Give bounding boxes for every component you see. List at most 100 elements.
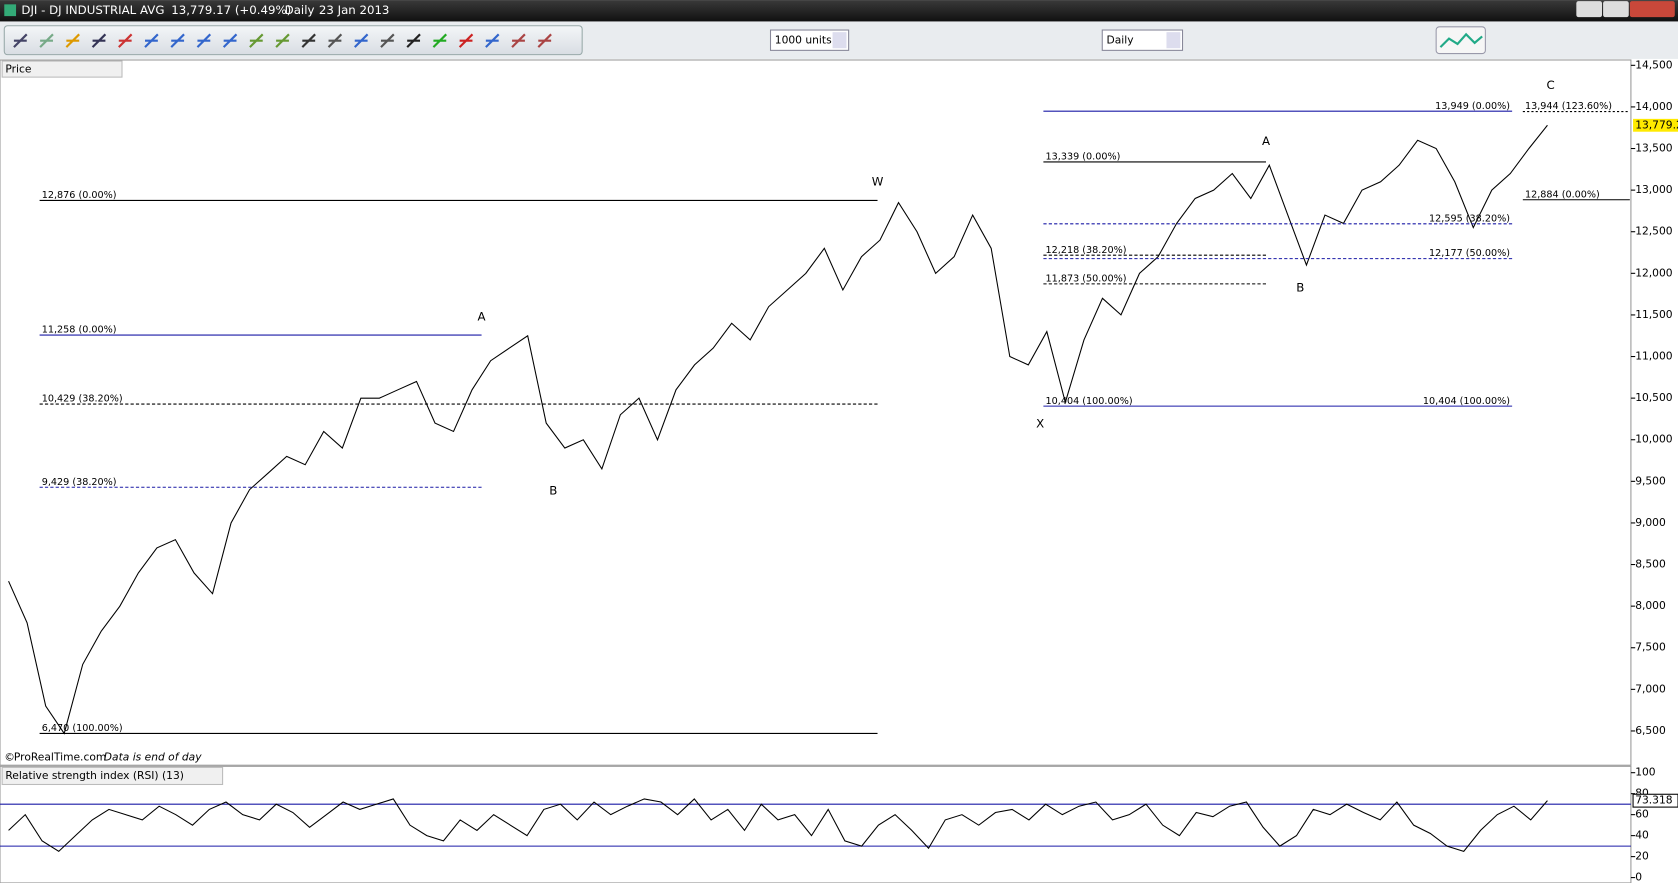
fib-label: 13,944 (123.60%)	[1525, 101, 1612, 112]
fib-label: 11,258 (0.00%)	[42, 325, 117, 336]
y-tick-label: 0	[1635, 871, 1642, 883]
fib-label: 11,873 (50.00%)	[1046, 274, 1127, 285]
tool-glyph	[222, 33, 238, 48]
panel-title: Price	[5, 63, 31, 76]
window-quote: 13,779.17 (+0.49%)	[171, 3, 291, 17]
y-tick-label: 8,500	[1635, 558, 1666, 571]
fib-label: 12,884 (0.00%)	[1525, 189, 1600, 200]
y-tick-label: 7,500	[1635, 641, 1666, 654]
dropdown-arrow[interactable]	[1166, 32, 1181, 49]
units-dropdown[interactable]	[769, 29, 850, 51]
window-controls	[1576, 1, 1675, 18]
wave-label: C	[1547, 78, 1555, 92]
interval-value: Daily	[1107, 34, 1134, 47]
tool-glyph	[13, 33, 28, 48]
rsi-panel	[0, 765, 1632, 883]
panel-header	[1, 766, 224, 786]
y-tick-label: 14,500	[1635, 58, 1673, 71]
interval-dropdown[interactable]	[1101, 29, 1184, 51]
tool-glyph	[511, 33, 526, 48]
y-tick-label: 14,000	[1635, 100, 1673, 113]
y-tick-label: 11,000	[1635, 350, 1673, 363]
y-tick-label: 10,500	[1635, 391, 1673, 404]
wave-label: A	[478, 309, 486, 323]
tool-glyph	[353, 33, 369, 48]
panel-header	[1, 60, 123, 78]
tool-glyph	[275, 33, 290, 48]
tool-glyph	[485, 33, 500, 48]
tool-glyph	[301, 33, 316, 48]
tool-glyph	[118, 33, 133, 48]
fib-label: 12,218 (38.20%)	[1046, 245, 1127, 256]
wave-label: B	[1296, 280, 1304, 294]
price-line	[8, 798, 1548, 853]
y-tick-label: 12,500	[1635, 225, 1673, 238]
fib-label: 12,876 (0.00%)	[42, 190, 117, 201]
fib-label: 13,339 (0.00%)	[1046, 152, 1121, 163]
y-tick-label: 11,500	[1635, 308, 1673, 321]
toolbar-icons	[13, 33, 552, 48]
window-period: Daily	[285, 3, 315, 17]
tool-glyph	[432, 33, 448, 48]
tool-glyph	[170, 33, 185, 48]
wave-label: A	[1262, 134, 1270, 148]
fib-label: 12,177 (50.00%)	[1429, 248, 1510, 259]
source: ProRealTime.com	[14, 751, 106, 764]
last-value-tag	[1632, 793, 1678, 808]
close-button[interactable]	[1629, 1, 1675, 18]
y-tick-label: 8,000	[1635, 599, 1666, 612]
tool-glyph	[380, 33, 395, 48]
fib-label: 10,404 (100.00%)	[1423, 396, 1510, 407]
y-tick-label: 13,500	[1635, 142, 1673, 155]
fib-label: 12,595 (38.20%)	[1429, 213, 1510, 224]
tool-glyph	[249, 33, 264, 48]
window-title: DJI - DJ INDUSTRIAL AVG	[21, 3, 164, 17]
minimize-button[interactable]	[1576, 1, 1603, 18]
y-tick-label: 20	[1635, 850, 1649, 863]
tool-glyph	[196, 33, 212, 48]
copyright-symbol: ©	[4, 751, 15, 764]
plots: 6,500 7,000 7,500 8,000 8,500 9,000 9,500 10,00…	[0, 58, 1678, 883]
toolbar	[3, 25, 583, 56]
wave-label: B	[549, 484, 557, 498]
units-value: 1000 units	[775, 34, 832, 47]
source-note: Data is end of day	[104, 751, 202, 764]
tool-glyph	[537, 33, 552, 48]
price-panel	[0, 59, 1632, 766]
y-tick-label: 13,000	[1635, 183, 1673, 196]
tool-glyph	[406, 33, 421, 48]
restore-button[interactable]	[1603, 1, 1629, 18]
tool-glyph	[91, 33, 107, 48]
y-tick-label: 9,500	[1635, 474, 1666, 487]
fib-label: 10,429 (38.20%)	[42, 394, 123, 405]
wave-label: W	[872, 174, 884, 188]
dropdown-arrow[interactable]	[832, 32, 847, 49]
last-value-label: 73.318	[1635, 794, 1673, 807]
tool-glyph	[458, 33, 474, 48]
tool-glyph	[144, 33, 159, 48]
y-tick-label: 10,000	[1635, 433, 1673, 446]
tool-glyph	[39, 33, 54, 48]
fib-label: 13,949 (0.00%)	[1435, 101, 1510, 112]
y-tick-label: 40	[1635, 829, 1649, 842]
y-tick-label: 7,000	[1635, 682, 1666, 695]
tool-glyph	[327, 33, 343, 48]
title-bar	[0, 0, 1678, 22]
panel-title: Relative strength index (RSI) (13)	[5, 769, 184, 782]
fib-label: 6,470 (100.00%)	[42, 723, 123, 734]
y-tick-label: 60	[1635, 808, 1649, 821]
wave-label: X	[1036, 416, 1044, 430]
last-value-label: 13,779.2	[1635, 118, 1678, 131]
y-tick-label: 9,000	[1635, 516, 1666, 529]
last-value-tag	[1633, 118, 1678, 132]
y-tick-label: 12,000	[1635, 266, 1673, 279]
fib-label: 9,429 (38.20%)	[42, 477, 117, 488]
window-date: 23 Jan 2013	[319, 3, 390, 17]
y-tick-label: 100	[1635, 766, 1656, 779]
button-glyph	[1439, 32, 1483, 48]
tool-glyph	[65, 33, 80, 48]
app-icon	[4, 4, 17, 17]
y-tick-label: 6,500	[1635, 724, 1666, 737]
